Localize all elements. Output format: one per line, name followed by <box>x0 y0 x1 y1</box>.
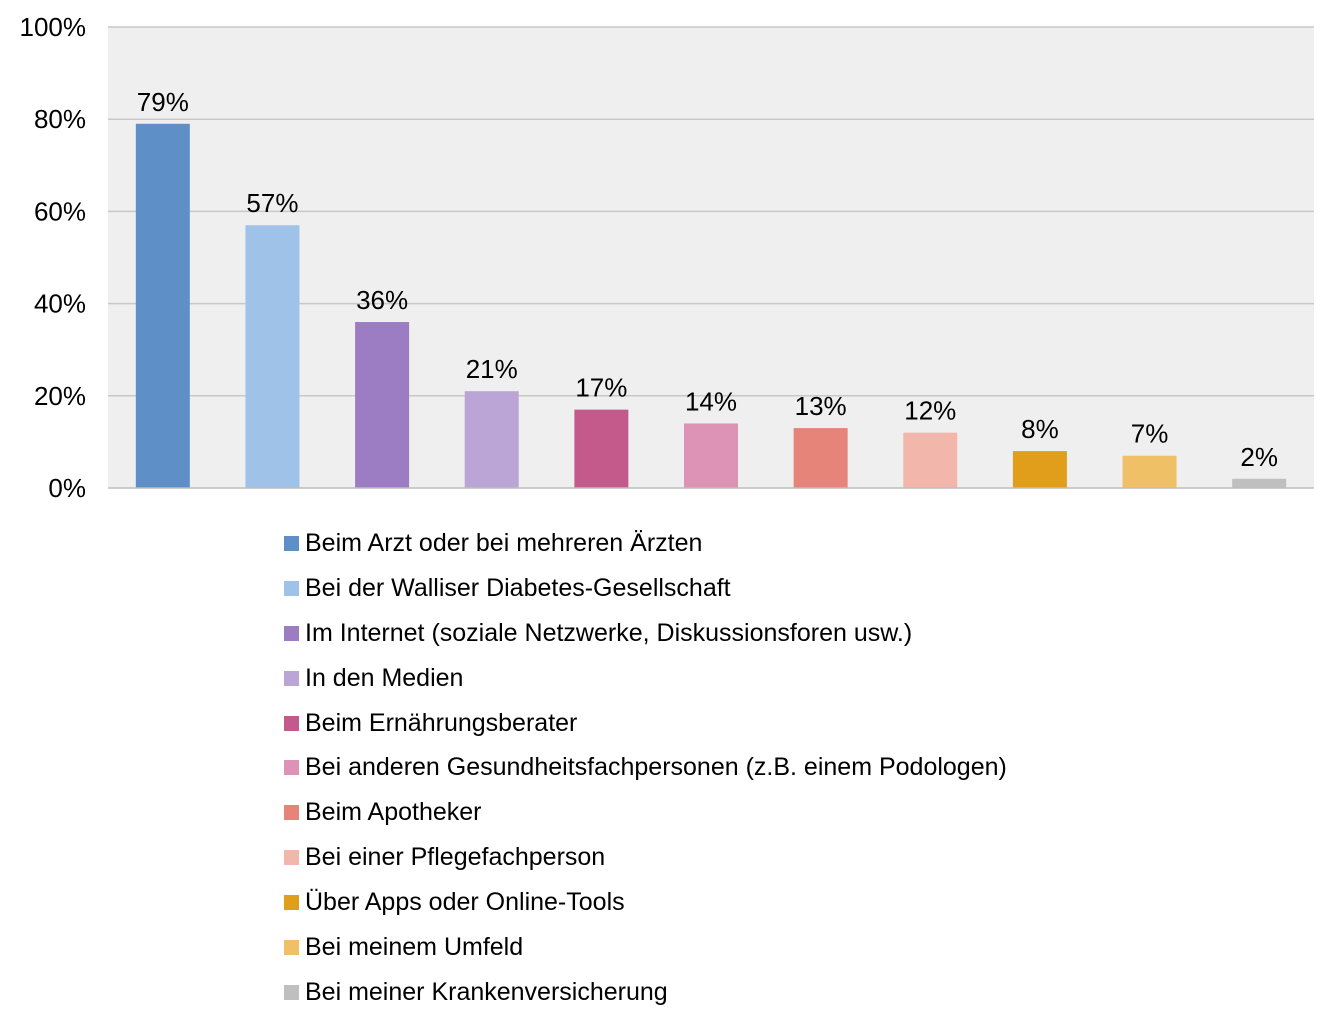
data-label: 17% <box>575 373 627 403</box>
bar <box>355 322 410 488</box>
bar <box>684 423 738 488</box>
bar <box>574 409 629 488</box>
legend-label: Bei meiner Krankenversicherung <box>305 977 668 1006</box>
data-label: 2% <box>1240 442 1278 472</box>
legend-item: Bei der Walliser Diabetes-Gesellschaft <box>284 566 1007 611</box>
bar <box>135 123 190 488</box>
data-label: 7% <box>1131 419 1169 449</box>
legend-label: Bei meinem Umfeld <box>305 932 524 961</box>
y-tick-label: 40% <box>34 289 86 319</box>
legend-swatch <box>284 535 299 551</box>
bar <box>1232 478 1287 488</box>
data-label: 8% <box>1021 414 1059 444</box>
bar <box>464 391 519 488</box>
y-axis-tick-labels: 0% 20% 40% 60% 80% 100% <box>20 12 87 503</box>
data-label: 14% <box>685 386 737 416</box>
legend-swatch <box>284 984 299 1000</box>
legend-item: Bei anderen Gesundheitsfachpersonen (z.B… <box>284 745 1007 790</box>
legend: Beim Arzt oder bei mehreren Ärzten Bei de… <box>284 521 1007 1015</box>
data-label: 21% <box>466 354 518 384</box>
legend-swatch <box>284 580 299 596</box>
legend-item: Beim Ernährungsberater <box>284 701 1007 746</box>
legend-label: Bei anderen Gesundheitsfachpersonen (z.B… <box>305 753 1007 782</box>
bars <box>135 123 1287 489</box>
y-tick-label: 60% <box>34 196 86 226</box>
legend-item: In den Medien <box>284 656 1007 701</box>
bar <box>245 225 300 489</box>
bar <box>793 428 848 488</box>
legend-item: Beim Arzt oder bei mehreren Ärzten <box>284 521 1007 566</box>
legend-item: Bei meiner Krankenversicherung <box>284 970 1007 1015</box>
legend-swatch <box>284 670 299 686</box>
legend-swatch <box>284 939 299 955</box>
legend-swatch <box>284 760 299 776</box>
gridlines <box>108 26 1314 397</box>
legend-item: Bei meinem Umfeld <box>284 925 1007 970</box>
legend-swatch <box>284 895 299 911</box>
legend-swatch <box>284 850 299 866</box>
y-tick-label: 80% <box>34 104 86 134</box>
bar <box>1122 455 1177 488</box>
bar <box>903 432 958 488</box>
y-tick-label: 20% <box>34 381 86 411</box>
legend-label: Bei einer Pflegefachperson <box>305 843 606 872</box>
data-labels: 79% 57% 36% 21% 17% 14% 13% 12% 8% 7% 2% <box>137 87 1278 472</box>
legend-swatch <box>284 805 299 821</box>
plot-area <box>108 27 1314 488</box>
legend-label: Beim Apotheker <box>305 798 482 827</box>
y-tick-label: 100% <box>20 12 87 42</box>
legend-swatch <box>284 715 299 731</box>
y-tick-label: 0% <box>48 473 86 503</box>
legend-label: Beim Arzt oder bei mehreren Ärzten <box>305 528 703 557</box>
legend-label: Beim Ernährungsberater <box>305 708 578 737</box>
legend-label: In den Medien <box>305 663 464 692</box>
data-label: 12% <box>904 396 956 426</box>
bar <box>1012 451 1067 488</box>
legend-label: Bei der Walliser Diabetes-Gesellschaft <box>305 573 731 602</box>
legend-swatch <box>284 625 299 641</box>
legend-item: Im Internet (soziale Netzwerke, Diskussi… <box>284 611 1007 656</box>
data-label: 79% <box>137 87 189 117</box>
legend-label: Im Internet (soziale Netzwerke, Diskussi… <box>305 618 913 647</box>
data-label: 13% <box>795 391 847 421</box>
legend-item: Beim Apotheker <box>284 790 1007 835</box>
legend-item: Über Apps oder Online-Tools <box>284 880 1007 925</box>
bar-chart: 0% 20% 40% 60% 80% 100% 79% 57% 36% 21% 17% 14% 13%… <box>20 12 1314 503</box>
data-label: 57% <box>246 188 298 218</box>
data-label: 36% <box>356 285 408 315</box>
legend-label: Über Apps oder Online-Tools <box>305 888 625 917</box>
legend-item: Bei einer Pflegefachperson <box>284 835 1007 880</box>
